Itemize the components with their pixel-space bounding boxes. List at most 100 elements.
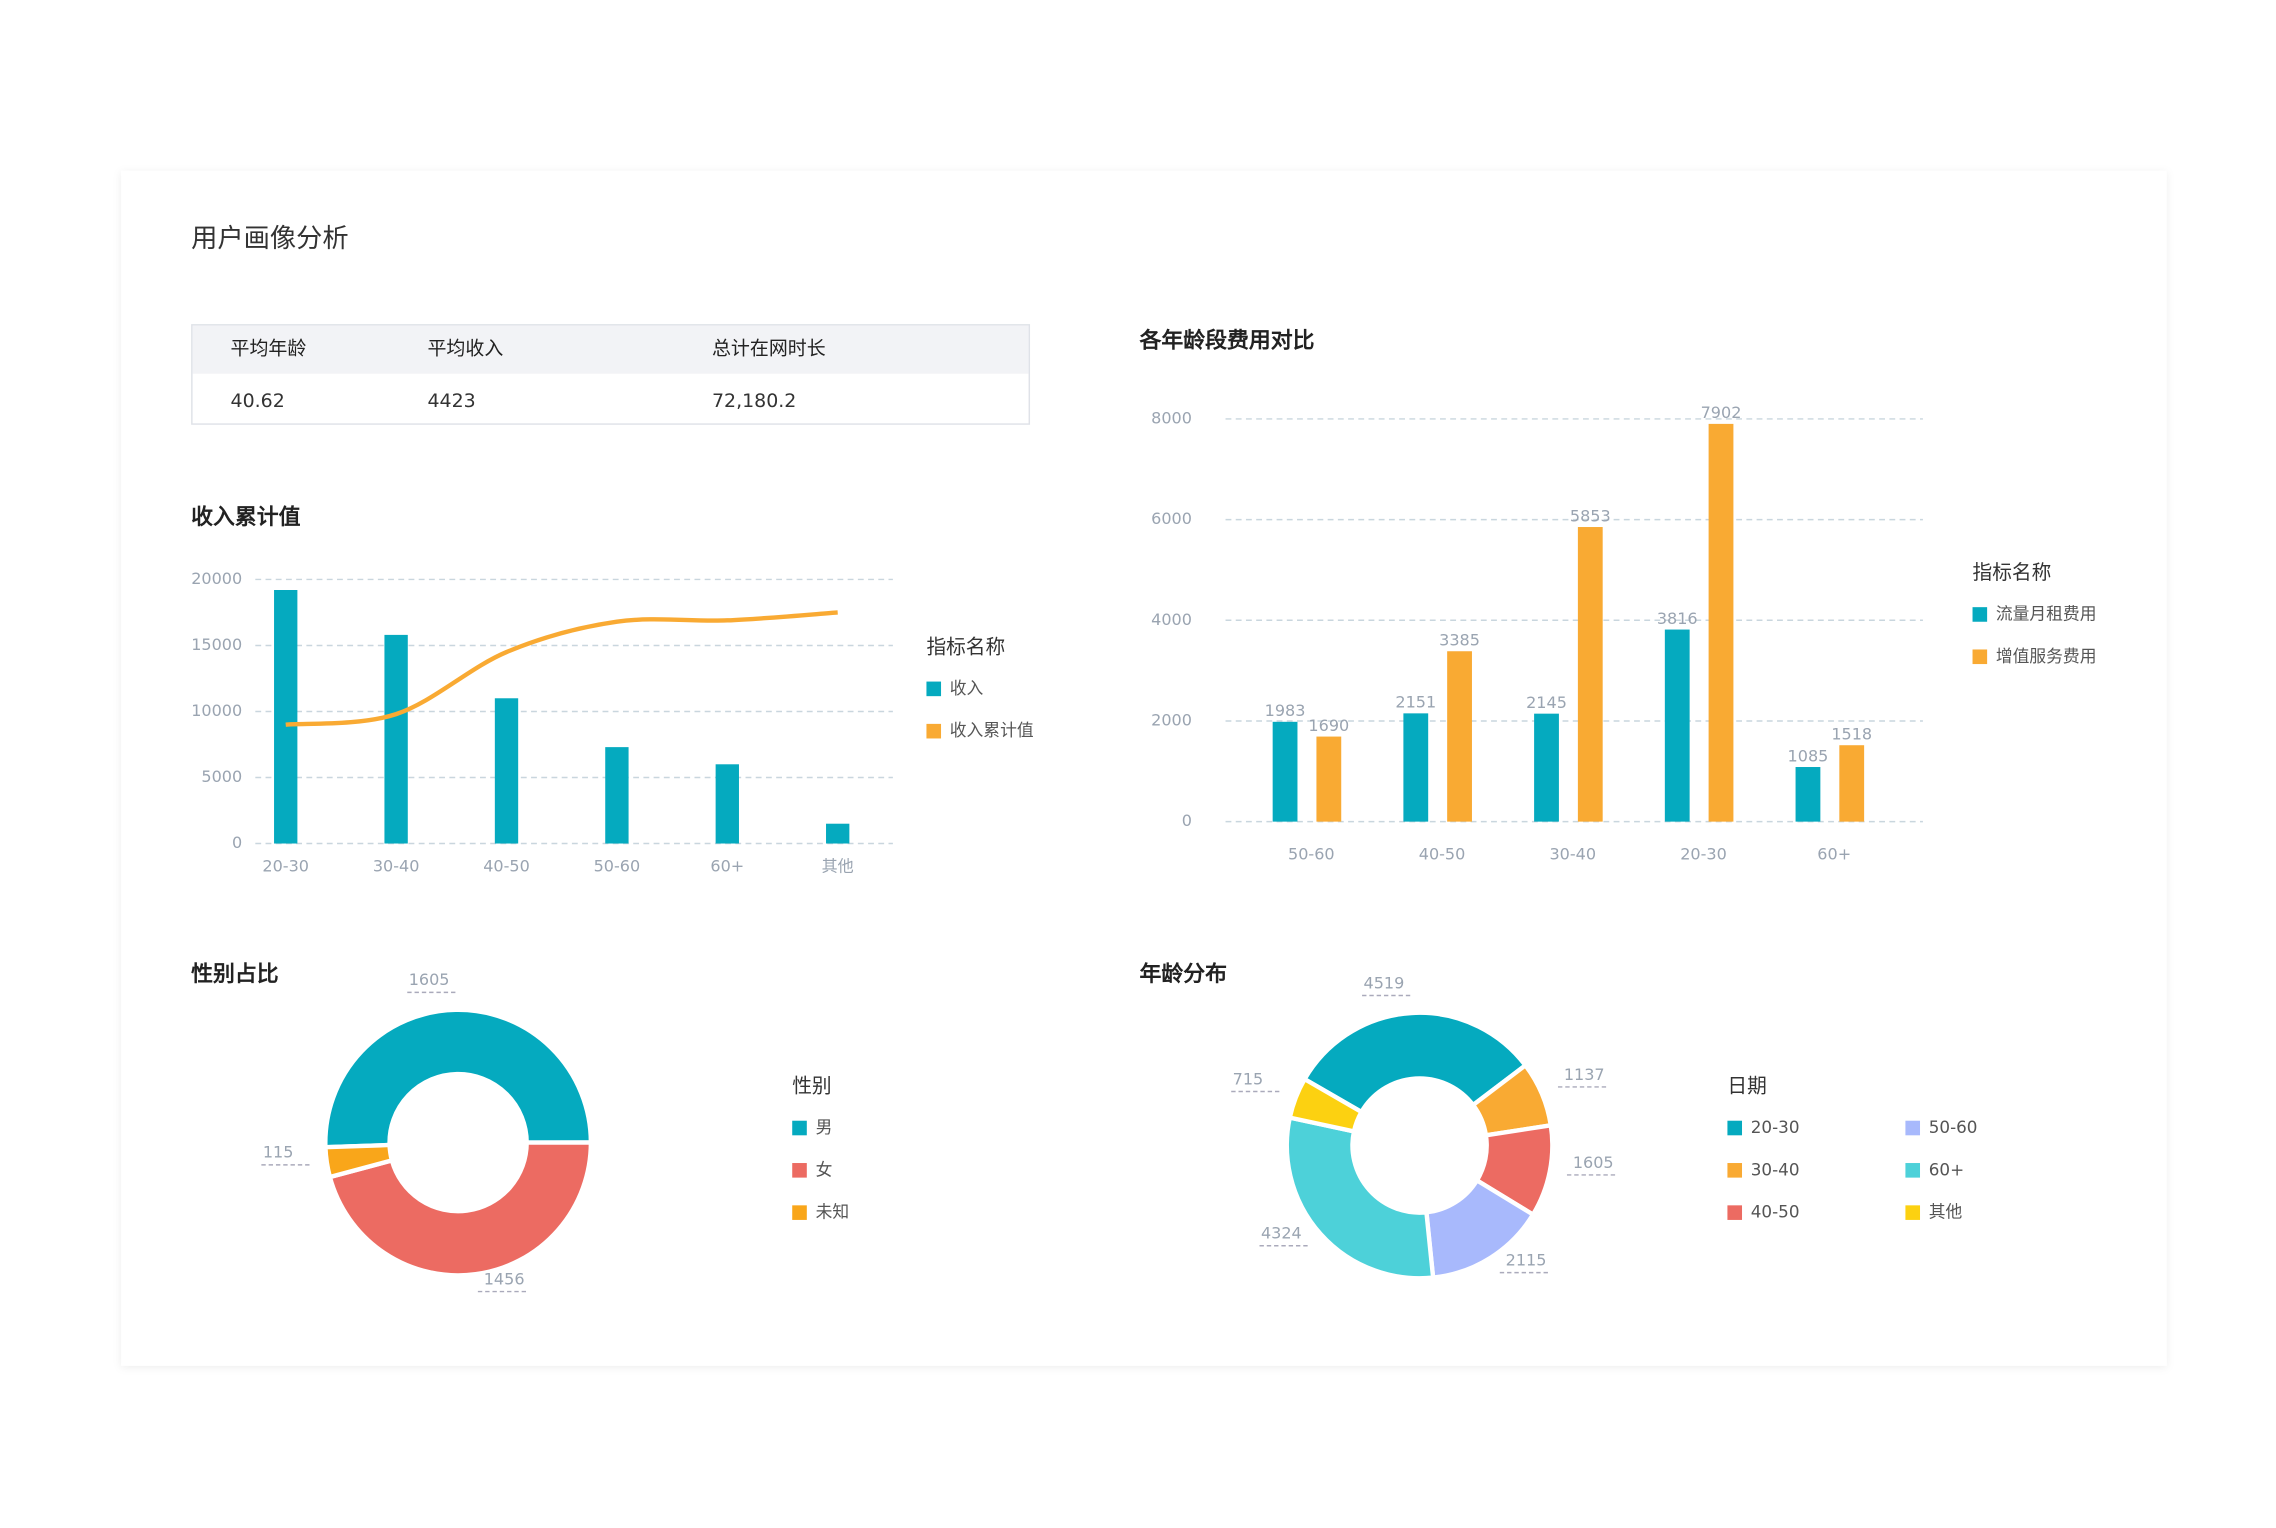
data-label: 1518 bbox=[1831, 725, 1872, 744]
data-label: 4519 bbox=[1364, 973, 1405, 992]
donut-slice bbox=[327, 1140, 594, 1278]
bar bbox=[1839, 745, 1865, 822]
data-label: 1605 bbox=[409, 970, 450, 989]
legend-swatch bbox=[1972, 649, 1988, 665]
th: 平均年龄 bbox=[231, 337, 307, 359]
legend-swatch bbox=[1727, 1163, 1743, 1178]
legend-label: 增值服务费用 bbox=[1996, 646, 2097, 666]
legend-label: 20-30 bbox=[1751, 1117, 1800, 1137]
legend-label: 50-60 bbox=[1929, 1117, 1978, 1137]
data-label: 1983 bbox=[1265, 701, 1306, 720]
bar bbox=[384, 634, 408, 844]
data-label: 3816 bbox=[1657, 609, 1698, 628]
y-tick-label: 4000 bbox=[1151, 610, 1192, 629]
y-tick-label: 15000 bbox=[191, 635, 242, 654]
data-label: 1605 bbox=[1573, 1153, 1614, 1172]
x-tick-label: 20-30 bbox=[262, 856, 309, 875]
data-label: 7902 bbox=[1701, 403, 1742, 422]
data-label: 4324 bbox=[1261, 1224, 1302, 1243]
legend-swatch bbox=[1972, 607, 1988, 622]
legend-label: 女 bbox=[816, 1159, 833, 1179]
data-label: 1085 bbox=[1788, 746, 1829, 765]
legend-title: 性别 bbox=[792, 1075, 831, 1098]
legend-swatch bbox=[792, 1205, 807, 1220]
legend-title: 日期 bbox=[1727, 1075, 1766, 1098]
bar bbox=[1534, 713, 1559, 822]
legend-label: 其他 bbox=[1929, 1202, 1963, 1222]
data-label: 2145 bbox=[1526, 693, 1567, 712]
legend-label: 40-50 bbox=[1751, 1202, 1800, 1222]
chart-title: 性别占比 bbox=[191, 962, 279, 987]
th: 总计在网时长 bbox=[712, 337, 826, 359]
x-tick-label: 60+ bbox=[1817, 845, 1851, 864]
y-tick-label: 5000 bbox=[201, 767, 242, 786]
legend-label: 收入累计值 bbox=[950, 720, 1034, 740]
bar bbox=[1708, 423, 1734, 822]
bar bbox=[1403, 713, 1429, 822]
bar bbox=[494, 698, 519, 844]
legend-label: 30-40 bbox=[1751, 1159, 1800, 1179]
legend-swatch bbox=[792, 1120, 807, 1136]
bar bbox=[605, 747, 629, 844]
chart-title: 年龄分布 bbox=[1139, 961, 1227, 987]
legend-label: 未知 bbox=[816, 1202, 850, 1222]
data-label: 115 bbox=[263, 1143, 294, 1162]
y-tick-label: 20000 bbox=[191, 569, 242, 588]
legend-label: 男 bbox=[816, 1117, 833, 1137]
y-tick-label: 10000 bbox=[191, 701, 242, 720]
legend-swatch bbox=[1905, 1163, 1921, 1178]
legend-title: 指标名称 bbox=[926, 636, 1005, 659]
bar bbox=[826, 823, 850, 844]
data-label: 1456 bbox=[484, 1269, 525, 1288]
td: 4423 bbox=[427, 390, 475, 412]
td: 72,180.2 bbox=[712, 390, 796, 412]
legend-swatch bbox=[1727, 1205, 1743, 1220]
x-tick-label: 30-40 bbox=[1549, 845, 1596, 864]
legend-label: 流量月租费用 bbox=[1996, 603, 2097, 623]
x-tick-label: 60+ bbox=[710, 856, 744, 875]
bar bbox=[715, 764, 739, 844]
y-tick-label: 0 bbox=[1182, 811, 1192, 830]
donut-slice bbox=[323, 1142, 395, 1180]
bar bbox=[1447, 651, 1472, 822]
x-tick-label: 50-60 bbox=[594, 856, 641, 875]
legend-label: 收入 bbox=[950, 678, 984, 698]
legend-title: 指标名称 bbox=[1973, 561, 2052, 584]
bar bbox=[1795, 767, 1821, 822]
x-tick-label: 50-60 bbox=[1288, 845, 1335, 864]
x-tick-label: 其他 bbox=[822, 856, 854, 875]
data-label: 5853 bbox=[1570, 506, 1611, 525]
bar bbox=[1577, 527, 1603, 822]
data-label: 2115 bbox=[1506, 1250, 1547, 1269]
donut-slice bbox=[1287, 1076, 1365, 1135]
legend-swatch bbox=[1727, 1120, 1743, 1136]
td: 40.62 bbox=[231, 390, 285, 412]
y-tick-label: 6000 bbox=[1151, 509, 1192, 528]
data-label: 1690 bbox=[1308, 716, 1349, 735]
donut-slice bbox=[323, 1007, 594, 1150]
bar bbox=[274, 590, 298, 844]
x-tick-label: 30-40 bbox=[373, 856, 420, 875]
legend-swatch bbox=[1905, 1120, 1921, 1136]
data-label: 3385 bbox=[1439, 631, 1480, 650]
y-tick-label: 8000 bbox=[1151, 408, 1192, 427]
page-title: 用户画像分析 bbox=[191, 224, 349, 254]
data-label: 2151 bbox=[1395, 693, 1436, 712]
legend-swatch bbox=[1905, 1205, 1921, 1220]
donut-slice bbox=[1301, 1010, 1529, 1115]
data-label: 715 bbox=[1233, 1069, 1264, 1088]
legend-swatch bbox=[926, 681, 942, 697]
th: 平均收入 bbox=[427, 337, 503, 359]
bar bbox=[1316, 736, 1342, 822]
legend-swatch bbox=[926, 723, 942, 739]
legend-swatch bbox=[792, 1163, 807, 1178]
table-header bbox=[192, 325, 1029, 374]
x-tick-label: 40-50 bbox=[1419, 845, 1466, 864]
bar bbox=[1664, 629, 1690, 822]
bar bbox=[1272, 721, 1298, 822]
donut-slice bbox=[1284, 1114, 1436, 1281]
chart-title: 各年龄段费用对比 bbox=[1138, 328, 1314, 354]
line bbox=[285, 610, 838, 727]
